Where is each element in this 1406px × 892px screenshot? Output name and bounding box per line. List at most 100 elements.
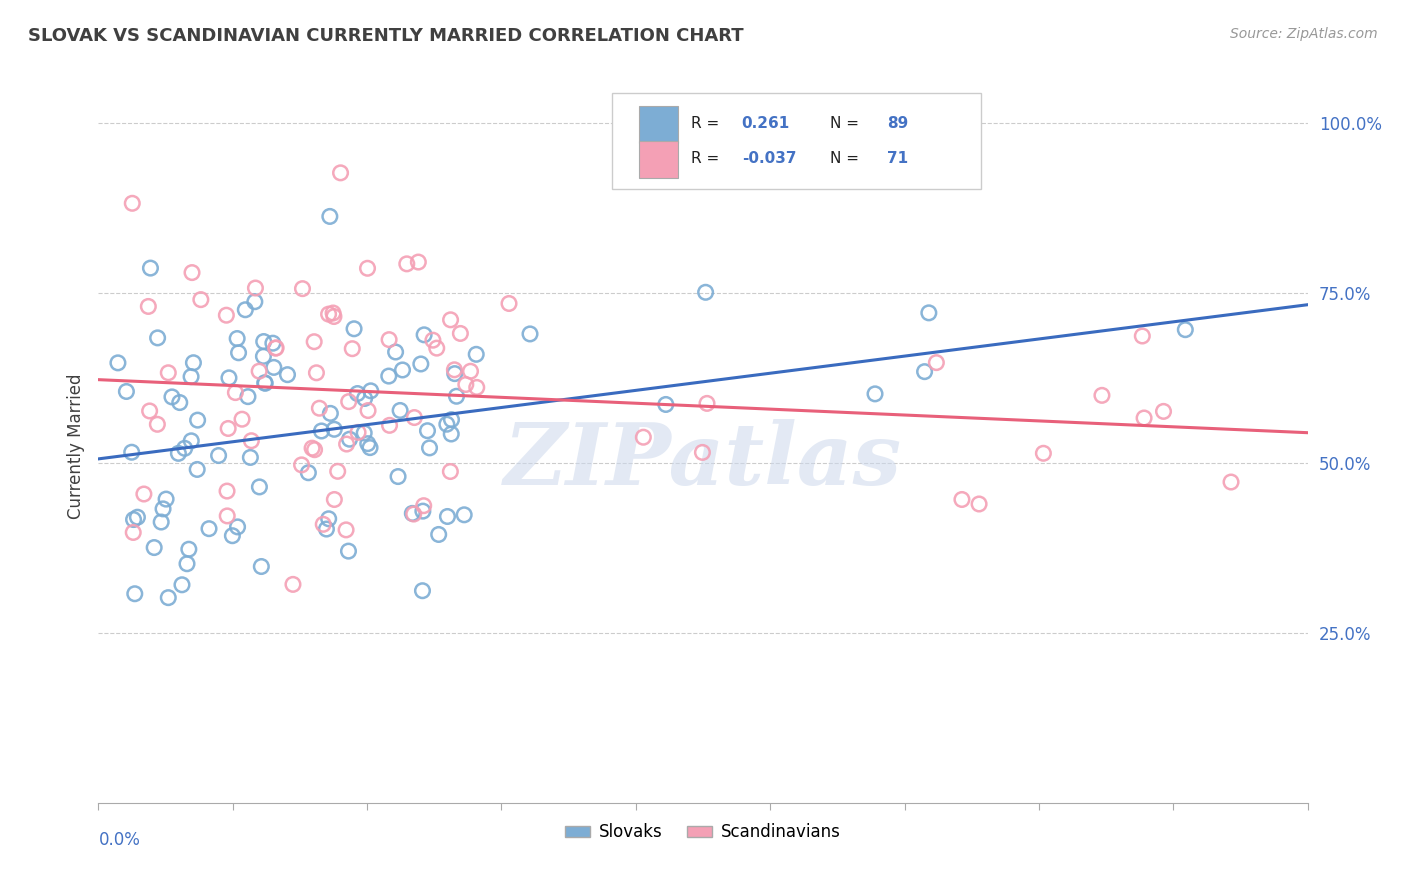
Point xyxy=(319,210,342,224)
Text: -0.037: -0.037 xyxy=(742,151,796,166)
Point xyxy=(1130,329,1153,343)
Point xyxy=(439,465,461,479)
Point xyxy=(353,425,375,440)
Point xyxy=(389,403,412,417)
Point xyxy=(454,377,477,392)
Point xyxy=(183,356,205,370)
Point xyxy=(696,396,718,410)
Point xyxy=(254,376,277,391)
Point xyxy=(262,336,284,351)
Point xyxy=(401,507,423,521)
Point xyxy=(322,306,344,320)
Point xyxy=(233,302,256,317)
Point xyxy=(160,390,183,404)
Point xyxy=(356,261,378,276)
Point xyxy=(290,458,312,472)
Text: 0.261: 0.261 xyxy=(742,116,790,131)
Point xyxy=(337,394,360,409)
Point xyxy=(226,332,249,346)
Point xyxy=(231,412,253,426)
Point xyxy=(263,360,285,375)
Text: N =: N = xyxy=(830,151,859,166)
Point xyxy=(863,387,886,401)
Point xyxy=(146,417,169,432)
Point xyxy=(291,282,314,296)
FancyBboxPatch shape xyxy=(613,93,981,189)
Point xyxy=(217,421,239,435)
Point xyxy=(122,525,145,540)
Text: ZIPatlas: ZIPatlas xyxy=(503,418,903,502)
Point xyxy=(353,392,375,406)
Point xyxy=(498,296,520,310)
Point xyxy=(315,522,337,536)
Point xyxy=(323,310,346,324)
Point xyxy=(339,432,361,446)
Point xyxy=(264,341,287,355)
Point xyxy=(207,449,229,463)
Point xyxy=(305,366,328,380)
Point xyxy=(402,507,425,521)
Point xyxy=(329,166,352,180)
Point xyxy=(378,333,401,347)
Point xyxy=(301,441,323,455)
Point xyxy=(360,384,382,398)
Point xyxy=(925,356,948,370)
Point xyxy=(440,412,463,426)
Text: Source: ZipAtlas.com: Source: ZipAtlas.com xyxy=(1230,27,1378,41)
Point xyxy=(359,441,381,455)
Point xyxy=(342,342,364,356)
Point xyxy=(412,499,434,513)
Point xyxy=(439,313,461,327)
Point xyxy=(411,583,433,598)
Point xyxy=(391,363,413,377)
Point xyxy=(215,484,238,499)
Point xyxy=(453,508,475,522)
Point xyxy=(170,578,193,592)
Point xyxy=(198,522,221,536)
Point xyxy=(335,523,357,537)
Point xyxy=(312,517,335,532)
Point xyxy=(302,334,325,349)
Point xyxy=(308,401,330,416)
Point xyxy=(249,480,271,494)
Point xyxy=(190,293,212,307)
Text: R =: R = xyxy=(690,151,718,166)
Point xyxy=(138,404,160,418)
Point xyxy=(465,380,488,394)
Point xyxy=(404,410,426,425)
Point xyxy=(239,450,262,465)
Point xyxy=(318,512,340,526)
Point xyxy=(121,196,143,211)
Point xyxy=(245,281,267,295)
Point xyxy=(115,384,138,399)
Point xyxy=(436,417,458,432)
Point xyxy=(155,492,177,507)
Point xyxy=(221,529,243,543)
Point xyxy=(323,492,346,507)
Point xyxy=(215,308,238,322)
Point xyxy=(443,367,465,381)
Point xyxy=(695,285,717,300)
Point xyxy=(169,395,191,409)
Point xyxy=(264,341,287,355)
Point xyxy=(180,434,202,448)
Point xyxy=(297,466,319,480)
FancyBboxPatch shape xyxy=(638,141,678,178)
Point xyxy=(157,366,180,380)
Point xyxy=(357,436,380,450)
Point xyxy=(422,333,444,347)
Point xyxy=(384,345,406,359)
Point xyxy=(436,509,458,524)
Point xyxy=(250,559,273,574)
Point xyxy=(186,462,208,476)
Point xyxy=(323,422,346,436)
Point xyxy=(143,541,166,555)
Point xyxy=(138,300,160,314)
Point xyxy=(346,386,368,401)
Text: 71: 71 xyxy=(887,151,908,166)
Point xyxy=(1133,411,1156,425)
Point xyxy=(167,446,190,460)
Point xyxy=(914,365,936,379)
Point xyxy=(950,492,973,507)
Point xyxy=(177,542,200,557)
